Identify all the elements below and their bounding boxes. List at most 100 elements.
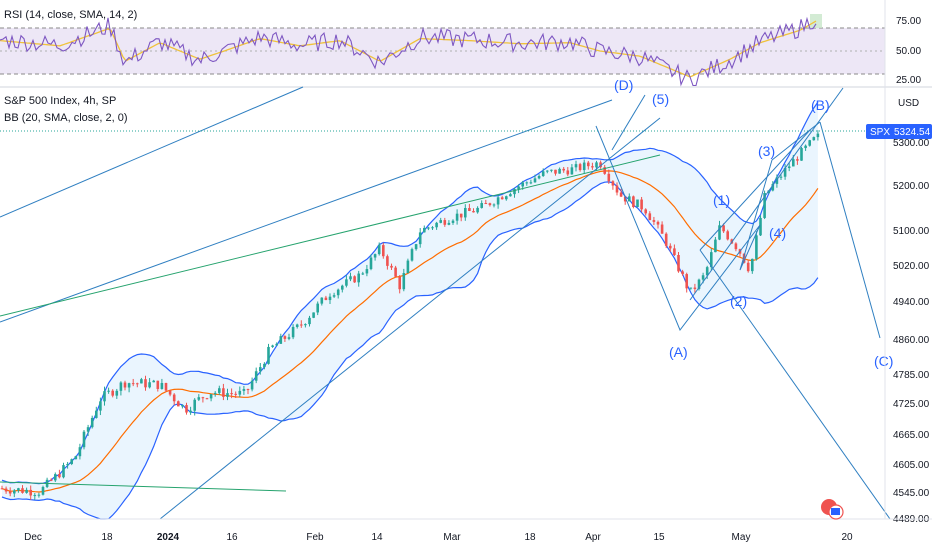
candle-body	[0, 488, 4, 490]
candle-body	[353, 276, 356, 283]
calendar-icon[interactable]	[821, 499, 844, 520]
candle-body	[291, 326, 295, 338]
candle-body	[554, 169, 557, 174]
candle-body	[99, 401, 102, 411]
candle-body	[681, 271, 684, 275]
candle-body	[787, 166, 791, 169]
candle-body	[623, 196, 627, 202]
candle-body	[640, 199, 643, 210]
candle-body	[66, 463, 69, 466]
candle-body	[726, 231, 729, 240]
trendline	[0, 481, 287, 492]
candle-body	[582, 162, 586, 171]
candle-body	[599, 162, 602, 168]
candle-body	[718, 225, 721, 240]
trendline	[699, 249, 891, 520]
candle-body	[521, 182, 524, 187]
candle-body	[779, 176, 783, 178]
candle-body	[271, 345, 274, 347]
candle-body	[587, 162, 590, 167]
wave-label-4: (4)	[769, 225, 786, 241]
candle-body	[492, 204, 496, 206]
candle-body	[414, 244, 418, 250]
candle-body	[201, 397, 205, 399]
candle-body	[705, 267, 709, 276]
time-tick: Apr	[585, 532, 601, 543]
candle-body	[418, 232, 422, 245]
candle-body	[82, 431, 86, 448]
rsi-overbought-fill	[810, 14, 822, 28]
candle-body	[459, 213, 463, 218]
price-tick: 4725.00	[893, 399, 930, 410]
currency-label: USD	[898, 98, 919, 109]
candle-body	[546, 170, 549, 172]
candle-body	[181, 405, 184, 407]
candle-body	[451, 220, 455, 223]
trendline	[689, 87, 844, 301]
candle-body	[361, 273, 365, 275]
trendline	[699, 129, 811, 251]
wave-label-c: (C)	[874, 353, 893, 369]
candle-body	[4, 488, 8, 492]
candle-body	[562, 168, 565, 171]
candle-body	[103, 391, 106, 402]
candle-body	[472, 210, 475, 213]
time-axis[interactable]: Dec 18 2024 16 Feb 14 Mar 18 Apr 15 May 20	[0, 518, 932, 543]
trendline	[159, 117, 661, 520]
candle-body	[156, 380, 160, 389]
candle-body	[54, 474, 57, 481]
candle-body	[336, 289, 340, 296]
candle-body	[800, 148, 803, 161]
candle-body	[808, 140, 811, 146]
price-tick: 5300.00	[893, 138, 930, 149]
candle-body	[505, 196, 508, 200]
candle-body	[78, 447, 82, 457]
candle-body	[111, 390, 114, 396]
candle-body	[136, 383, 139, 385]
candle-body	[144, 379, 147, 388]
time-tick: Dec	[24, 532, 42, 543]
candle-body	[345, 279, 348, 286]
candle-body	[660, 224, 664, 234]
candle-body	[332, 295, 336, 297]
candle-body	[734, 243, 738, 250]
candle-body	[369, 257, 373, 270]
candle-body	[222, 388, 225, 397]
candle-body	[394, 267, 397, 277]
bb-legend[interactable]: BB (20, SMA, close, 2, 0)	[4, 112, 128, 124]
trendline	[0, 86, 304, 218]
candle-body	[533, 178, 537, 183]
candle-body	[480, 203, 483, 208]
price-tick: 4545.00	[893, 488, 930, 499]
rsi-legend[interactable]: RSI (14, close, SMA, 14, 2)	[4, 9, 138, 21]
candle-body	[33, 495, 37, 497]
wave-label-3: (3)	[758, 143, 775, 159]
candle-body	[234, 393, 237, 395]
price-tick: 5100.00	[893, 226, 930, 237]
candle-body	[312, 312, 315, 318]
price-scale[interactable]: 75.00 50.00 25.00 USD 5300.00 5200.00 5100…	[866, 0, 932, 525]
candle-body	[443, 220, 447, 225]
candle-body	[58, 474, 61, 478]
candle-body	[509, 194, 512, 197]
symbol-title[interactable]: S&P 500 Index, 4h, SP	[4, 95, 117, 107]
candle-body	[574, 164, 578, 168]
last-price-badge	[866, 124, 932, 139]
candle-body	[763, 192, 766, 218]
candle-body	[468, 208, 471, 211]
candle-body	[13, 490, 16, 494]
candle-body	[283, 336, 287, 339]
candle-body	[300, 324, 303, 326]
candle-body	[205, 398, 209, 400]
price-tick: 4605.00	[893, 460, 930, 471]
candle-body	[742, 253, 746, 263]
candle-body	[771, 183, 775, 191]
candle-body	[689, 287, 693, 289]
candle-body	[500, 197, 504, 200]
price-tick: 4860.00	[893, 335, 930, 346]
trendline	[819, 121, 881, 339]
time-tick: Feb	[306, 532, 324, 543]
candle-body	[537, 176, 541, 179]
candle-body	[464, 208, 467, 218]
